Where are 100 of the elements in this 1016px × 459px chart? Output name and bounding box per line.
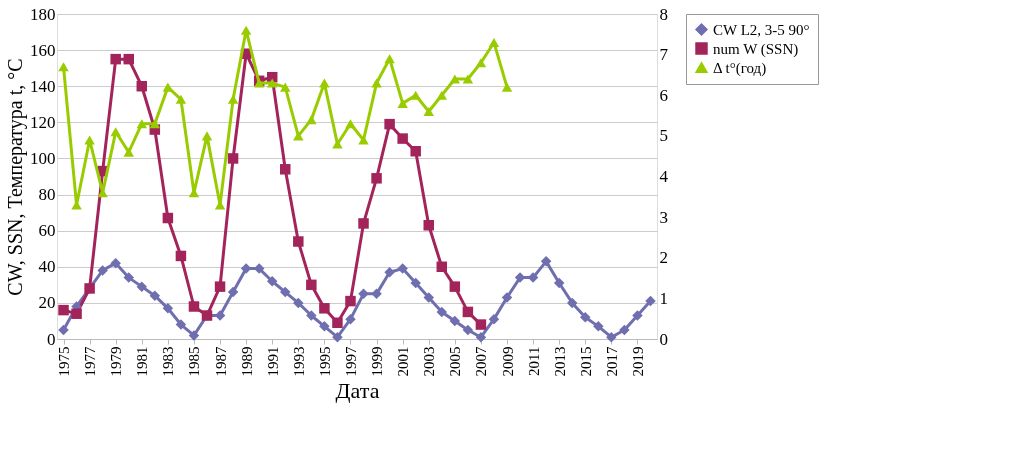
point bbox=[345, 295, 356, 307]
x-tick-label: 1977 bbox=[82, 346, 99, 377]
x-tick-label: 1983 bbox=[160, 346, 177, 377]
x-tick-label: 1991 bbox=[264, 346, 281, 377]
y2-tick-label: 1 bbox=[659, 288, 668, 308]
point bbox=[123, 147, 134, 157]
point bbox=[462, 324, 474, 336]
point bbox=[449, 74, 461, 84]
x-tick-label: 1997 bbox=[342, 346, 359, 377]
point bbox=[410, 90, 421, 100]
point bbox=[488, 313, 500, 325]
point bbox=[58, 304, 69, 316]
point bbox=[293, 236, 304, 247]
y2-tick-label: 2 bbox=[659, 248, 668, 268]
point bbox=[501, 82, 513, 92]
point bbox=[188, 330, 200, 341]
point bbox=[293, 297, 304, 309]
point bbox=[227, 286, 239, 298]
x-tick-label: 2005 bbox=[447, 346, 464, 377]
point bbox=[97, 265, 108, 276]
x-tick-label: 2013 bbox=[551, 346, 568, 377]
point bbox=[553, 277, 565, 289]
y-tick-label: 40 bbox=[38, 257, 56, 277]
point bbox=[123, 272, 134, 283]
point bbox=[462, 74, 474, 84]
point bbox=[306, 279, 317, 291]
point bbox=[371, 78, 382, 88]
y-tick-label: 0 bbox=[47, 329, 56, 349]
y-tick-label: 120 bbox=[30, 112, 56, 132]
point bbox=[110, 257, 121, 269]
y2-tick-label: 5 bbox=[659, 126, 668, 146]
y-tick-label: 160 bbox=[30, 40, 56, 60]
x-tick-label: 2015 bbox=[577, 346, 594, 377]
point bbox=[149, 119, 161, 129]
point bbox=[227, 153, 239, 164]
point bbox=[136, 281, 148, 292]
y-tick-label: 100 bbox=[30, 148, 56, 168]
point bbox=[240, 25, 252, 35]
x-tick-label: 2011 bbox=[525, 346, 542, 376]
point bbox=[619, 324, 630, 336]
point bbox=[397, 133, 408, 144]
point bbox=[306, 310, 317, 321]
point bbox=[319, 78, 330, 88]
point bbox=[319, 303, 330, 314]
point bbox=[110, 127, 121, 137]
point bbox=[436, 306, 448, 318]
y2-tick-label: 3 bbox=[659, 207, 668, 227]
x-tick-label: 1999 bbox=[369, 346, 386, 377]
y-axis-title: CW, SSN, Температура t, °C bbox=[4, 58, 27, 296]
point bbox=[449, 281, 461, 292]
x-tick-label: 1989 bbox=[238, 346, 255, 377]
point bbox=[423, 106, 434, 117]
y2-tick-label: 8 bbox=[659, 4, 668, 24]
y2-tick-label: 4 bbox=[659, 167, 669, 186]
point bbox=[345, 313, 356, 325]
point bbox=[149, 290, 161, 301]
point bbox=[306, 115, 317, 125]
y2-tick-label: 0 bbox=[659, 329, 668, 349]
point bbox=[293, 131, 304, 141]
point bbox=[319, 321, 330, 332]
x-tick-label: 1993 bbox=[290, 346, 307, 377]
point bbox=[540, 256, 552, 267]
x-tick-label: 1981 bbox=[134, 346, 151, 377]
point bbox=[462, 306, 474, 318]
y2-tick-label: 7 bbox=[659, 45, 669, 65]
point bbox=[227, 94, 239, 104]
legend-label: Δ t°(год) bbox=[713, 59, 767, 77]
point bbox=[123, 53, 134, 65]
point bbox=[136, 80, 148, 92]
point bbox=[110, 53, 121, 65]
point bbox=[58, 324, 69, 336]
y-tick-label: 180 bbox=[30, 4, 56, 24]
point bbox=[410, 277, 421, 289]
y-tick-label: 20 bbox=[38, 293, 56, 313]
x-tick-label: 2003 bbox=[421, 346, 438, 377]
point bbox=[280, 82, 291, 92]
point bbox=[332, 331, 343, 343]
point bbox=[188, 301, 200, 312]
point bbox=[436, 261, 448, 273]
point bbox=[488, 37, 500, 47]
point bbox=[384, 118, 395, 130]
point bbox=[501, 292, 513, 303]
y-tick-label: 60 bbox=[38, 221, 56, 241]
x-tick-label: 2019 bbox=[629, 346, 646, 377]
point bbox=[423, 292, 434, 303]
point bbox=[175, 250, 187, 262]
point bbox=[410, 145, 421, 157]
x-tick-label: 2017 bbox=[603, 346, 620, 377]
x-tick-label: 1975 bbox=[56, 346, 73, 377]
point bbox=[175, 94, 187, 104]
legend-label: CW L2, 3-5 90° bbox=[713, 21, 810, 38]
point bbox=[345, 119, 356, 129]
point bbox=[266, 275, 278, 287]
point bbox=[632, 310, 643, 321]
point bbox=[162, 303, 174, 314]
point bbox=[84, 135, 95, 145]
point bbox=[371, 288, 382, 300]
x-tick-label: 2001 bbox=[395, 346, 412, 377]
y-tick-label: 80 bbox=[38, 185, 56, 205]
x-axis-title: Дата bbox=[335, 377, 380, 403]
